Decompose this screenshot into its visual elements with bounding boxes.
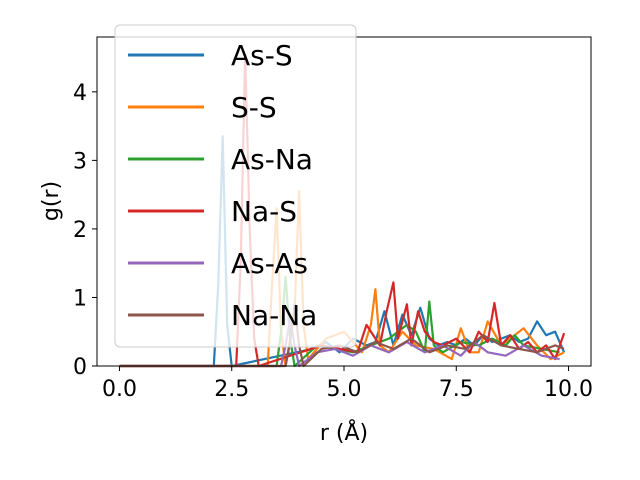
series-line-na-s [119, 52, 566, 368]
x-tick-label: 5.0 [327, 377, 362, 402]
legend-label-s-s: S-S [231, 91, 277, 124]
y-tick-label: 3 [73, 149, 87, 174]
legend-label-na-s: Na-S [231, 195, 297, 228]
legend-label-as-s: As-S [231, 39, 293, 72]
y-tick-label: 4 [73, 81, 87, 106]
legend-label-na-na: Na-Na [231, 299, 317, 332]
legend-label-as-as: As-As [231, 247, 308, 280]
y-tick-label: 1 [73, 286, 87, 311]
x-tick-label: 7.5 [439, 377, 474, 402]
y-tick-label: 0 [73, 355, 87, 380]
x-tick-label: 10.0 [544, 377, 593, 402]
x-tick-label: 2.5 [214, 377, 249, 402]
x-axis: 0.0 2.5 5.0 7.5 10.0 [102, 366, 593, 402]
y-tick-label: 2 [73, 218, 87, 243]
x-tick-label: 0.0 [102, 377, 137, 402]
legend: As-S S-S As-Na Na-S As-As Na-Na [114, 24, 357, 348]
legend-label-as-na: As-Na [231, 143, 313, 176]
x-axis-label: r (Å) [320, 419, 368, 446]
y-axis-label: g(r) [39, 181, 64, 221]
y-axis: 0 1 2 3 4 [73, 81, 97, 380]
